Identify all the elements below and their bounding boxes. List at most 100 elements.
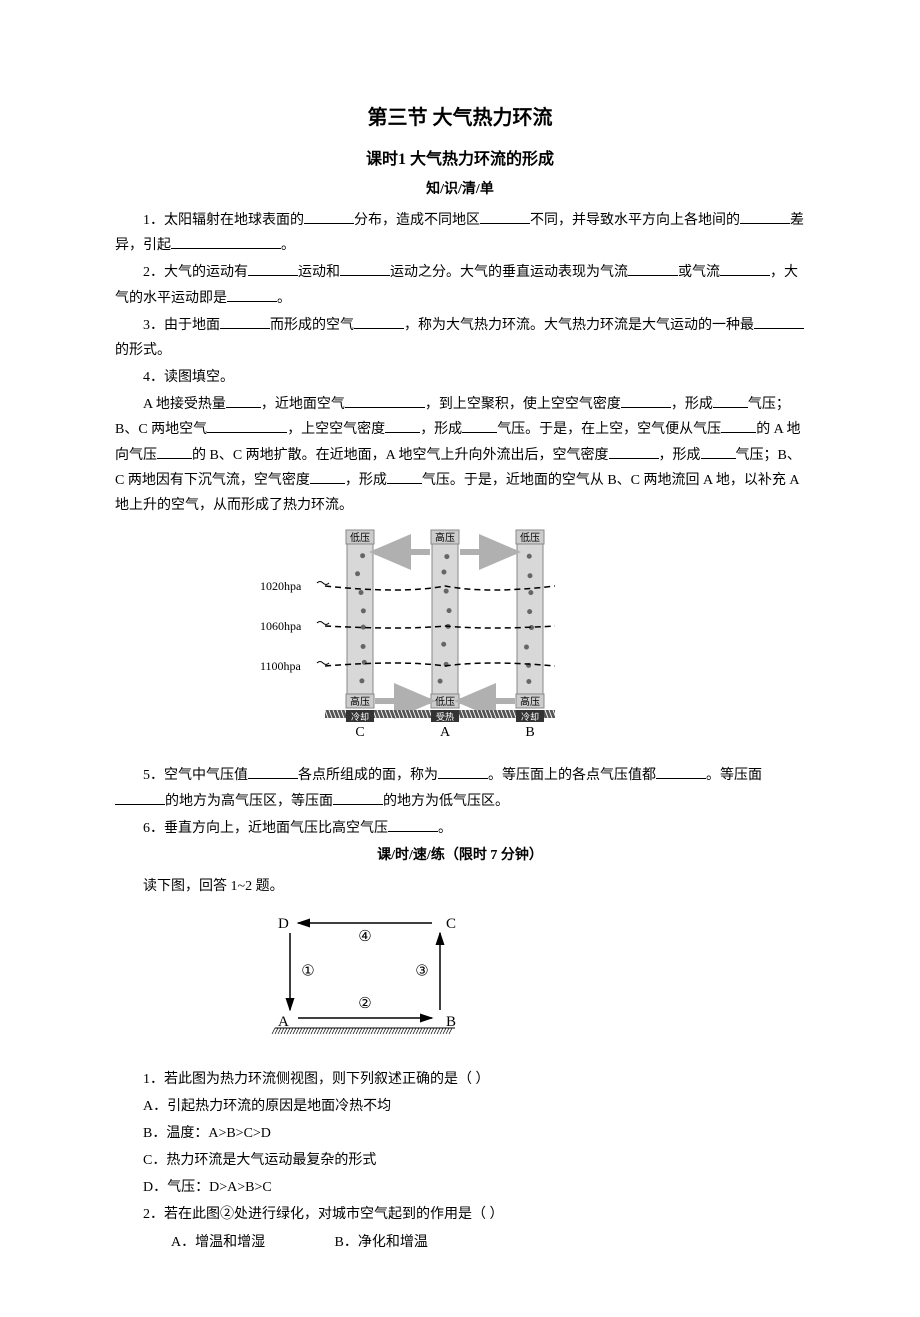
options-2-row: A．增温和增湿 B．净化和增温	[115, 1230, 805, 1255]
blank	[628, 261, 678, 276]
svg-text:受热: 受热	[436, 711, 454, 722]
blank	[248, 764, 298, 779]
paragraph-6: 6．垂直方向上，近地面气压比高空气压 。	[115, 816, 805, 841]
question-1: 1．若此图为热力环流侧视图，则下列叙述正确的是（ ）	[115, 1067, 805, 1092]
blank	[171, 234, 281, 249]
blank	[387, 468, 422, 483]
blank	[385, 418, 420, 433]
blank	[354, 313, 404, 328]
svg-text:③: ③	[415, 964, 428, 980]
text: ，近地面空气	[261, 397, 345, 412]
option-1a: A．引起热力环流的原因是地面冷热不均	[115, 1094, 805, 1119]
text: ，形成	[420, 422, 462, 437]
blank	[157, 443, 192, 458]
svg-text:冷却: 冷却	[521, 711, 539, 722]
text: 不同，并导致水平方向上各地间的	[530, 213, 740, 228]
blank	[388, 816, 438, 831]
svg-text:C: C	[355, 725, 364, 740]
option-1b: B．温度：A>B>C>D	[115, 1121, 805, 1146]
blank	[438, 764, 488, 779]
text: 。等压面	[706, 768, 762, 783]
text: 2．大气的运动有	[143, 265, 248, 280]
text: 的地方为低气压区。	[383, 794, 509, 809]
paragraph-4-body: A 地接受热量，近地面空气，到上空聚积，使上空空气密度，形成气压；B、C 两地空…	[115, 392, 805, 518]
sub-title: 课时1 大气热力环流的形成	[115, 146, 805, 175]
blank	[754, 313, 804, 328]
blank	[720, 261, 770, 276]
text: 的形式。	[115, 343, 171, 358]
text: 3．由于地面	[143, 318, 220, 333]
svg-text:低压: 低压	[435, 695, 455, 708]
text: 各点所组成的面，称为	[298, 768, 438, 783]
text: ，称为大气热力环流。大气热力环流是大气运动的一种最	[404, 318, 754, 333]
text: 1．太阳辐射在地球表面的	[143, 213, 304, 228]
exercise-intro: 读下图，回答 1~2 题。	[115, 874, 805, 899]
text: ，形成	[659, 448, 701, 463]
svg-text:A: A	[440, 725, 451, 740]
text: 或气流	[678, 265, 720, 280]
option-2a: A．增温和增湿	[143, 1230, 303, 1255]
svg-text:1100hpa: 1100hpa	[260, 659, 302, 673]
text: 。等压面上的各点气压值都	[488, 768, 656, 783]
blank	[345, 393, 425, 408]
text: 6．垂直方向上，近地面气压比高空气压	[143, 821, 388, 836]
circulation-side-view-diagram: DCAB①②③④	[255, 903, 475, 1053]
svg-text:D: D	[278, 916, 289, 932]
svg-text:冷却: 冷却	[351, 711, 369, 722]
text: 的 B、C 两地扩散。在近地面，A 地空气上升向外流出后，空气密度	[192, 448, 609, 463]
paragraph-3: 3．由于地面 而形成的空气 ，称为大气热力环流。大气热力环流是大气运动的一种最的形式…	[115, 313, 805, 363]
thermal-circulation-diagram: 1020hpa1060hpa1100hpa低压高压低压高压低压高压冷却受热冷却C…	[255, 526, 575, 746]
main-title: 第三节 大气热力环流	[115, 100, 805, 136]
blank	[740, 209, 790, 224]
text: 。	[438, 821, 452, 836]
text: ，上空空气密度	[287, 422, 385, 437]
svg-text:低压: 低压	[520, 531, 540, 544]
section-title-1: 知/识/清/单	[115, 177, 805, 202]
svg-text:④: ④	[358, 929, 371, 945]
svg-text:②: ②	[358, 996, 371, 1012]
blank	[713, 393, 748, 408]
blank	[310, 468, 345, 483]
svg-text:高压: 高压	[350, 695, 370, 708]
question-2: 2．若在此图②处进行绿化，对城市空气起到的作用是（ ）	[115, 1202, 805, 1227]
blank	[207, 418, 287, 433]
text: 的地方为高气压区，等压面	[165, 794, 333, 809]
svg-text:高压: 高压	[520, 695, 540, 708]
paragraph-4-head: 4．读图填空。	[115, 365, 805, 390]
diagram-1: 1020hpa1060hpa1100hpa低压高压低压高压低压高压冷却受热冷却C…	[255, 526, 805, 755]
svg-text:C: C	[446, 916, 456, 932]
paragraph-5: 5．空气中气压值 各点所组成的面，称为 。等压面上的各点气压值都 。等压面的地方为高气…	[115, 763, 805, 813]
blank	[304, 209, 354, 224]
blank	[248, 261, 298, 276]
text: 5．空气中气压值	[143, 768, 248, 783]
blank	[462, 418, 497, 433]
text: 运动和	[298, 265, 340, 280]
blank	[227, 286, 277, 301]
option-1c: C．热力环流是大气运动最复杂的形式	[115, 1148, 805, 1173]
paragraph-1: 1．太阳辐射在地球表面的分布，造成不同地区不同，并导致水平方向上各地间的差异，引…	[115, 208, 805, 258]
blank	[609, 443, 659, 458]
section-title-2: 课/时/速/练（限时 7 分钟）	[115, 843, 805, 868]
svg-text:高压: 高压	[435, 531, 455, 544]
text: 。	[281, 238, 295, 253]
blank	[333, 789, 383, 804]
blank	[480, 209, 530, 224]
text: ，形成	[345, 473, 387, 488]
text: 而形成的空气	[270, 318, 354, 333]
svg-text:1060hpa: 1060hpa	[260, 619, 302, 633]
text: 分布，造成不同地区	[354, 213, 480, 228]
text: ，到上空聚积，使上空空气密度	[425, 397, 621, 412]
blank	[220, 313, 270, 328]
text: 气压。于是，在上空，空气便从气压	[497, 422, 721, 437]
text: A 地接受热量	[143, 397, 226, 412]
option-1d: D．气压：D>A>B>C	[115, 1175, 805, 1200]
blank	[115, 789, 165, 804]
blank	[226, 393, 261, 408]
text: 运动之分。大气的垂直运动表现为气流	[390, 265, 628, 280]
svg-text:①: ①	[301, 964, 314, 980]
blank	[656, 764, 706, 779]
svg-text:B: B	[525, 725, 534, 740]
text: ，形成	[671, 397, 713, 412]
blank	[701, 443, 736, 458]
svg-text:低压: 低压	[350, 531, 370, 544]
